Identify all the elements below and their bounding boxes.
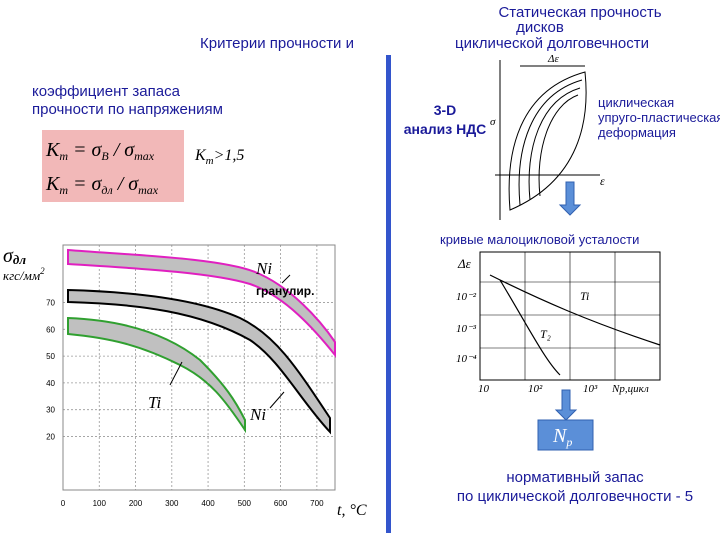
f: / σ: [109, 139, 136, 161]
plot-frame: [62, 244, 336, 491]
fatigue-title: кривые малоцикловой усталости: [440, 232, 639, 247]
y-tick-label: 20: [46, 432, 55, 441]
criteria-text: прочности по напряжениям: [32, 101, 223, 118]
fatigue-x-label: Nр,цикл: [611, 383, 649, 395]
formula: Km = σB / σmax: [45, 139, 155, 163]
stress-x-label: t, °C: [337, 502, 367, 519]
y-tick-label: 30: [46, 406, 55, 415]
ni-granular-band: [67, 248, 336, 358]
left-title: Критерии прочности и: [200, 35, 354, 52]
fatigue-grid: [480, 252, 660, 380]
f: K: [45, 173, 61, 195]
hyst-axis: Δε: [547, 53, 559, 65]
f: m: [59, 183, 68, 197]
y-tick-label: 70: [46, 299, 55, 308]
ni-band: [67, 288, 331, 435]
r: p: [565, 435, 572, 449]
fatigue-y-tick: 10⁻⁴: [456, 353, 477, 365]
formula-box: [42, 130, 184, 202]
y-tick-label: 50: [46, 352, 55, 361]
ti-band: [67, 316, 246, 434]
formula: Km = σдл / σmax: [45, 173, 159, 197]
fatigue-curve-label: T₂: [540, 327, 551, 341]
curve-label: Ni: [255, 259, 272, 278]
criteria-text: коэффициент запаса: [32, 83, 181, 100]
x-tick-label: 400: [201, 499, 215, 508]
result-box: [537, 419, 594, 451]
arrow: [558, 181, 582, 216]
f: B: [101, 149, 109, 163]
x-tick-label: 700: [310, 499, 324, 508]
leader: [269, 391, 285, 409]
analysis-label: анализ НДС: [404, 121, 487, 137]
x-tick-label: 600: [274, 499, 288, 508]
deformation-text: циклическая: [598, 95, 674, 110]
f: K: [45, 139, 61, 161]
x-tick-label: 200: [129, 499, 143, 508]
right-title: дисков: [516, 19, 564, 36]
condition: Km>1,5: [194, 147, 244, 167]
leader: [281, 274, 291, 284]
y: кгс/мм: [3, 268, 40, 283]
x-tick-label: 500: [238, 499, 252, 508]
fatigue-curves: [489, 274, 661, 376]
result-text: по циклической долговечности - 5: [457, 488, 693, 505]
arrow: [554, 389, 578, 421]
y-tick-label: 60: [46, 325, 55, 334]
right-title: Статическая прочность: [498, 4, 661, 21]
deformation-text: упруго-пластическая: [598, 110, 720, 125]
curve-label: Ti: [148, 393, 162, 412]
f: max: [138, 183, 159, 197]
hyst-axis: ε: [600, 174, 605, 188]
c: K: [194, 147, 207, 164]
f: = σ: [68, 139, 102, 161]
x-tick-label: 100: [93, 499, 107, 508]
c: >1,5: [214, 147, 245, 164]
result-text: нормативный запас: [506, 469, 644, 486]
r: N: [552, 425, 568, 447]
divider: [386, 55, 391, 533]
curve-label: Ni: [249, 405, 266, 424]
x-tick-label: 300: [165, 499, 179, 508]
f: max: [134, 149, 155, 163]
y-tick-label: 40: [46, 379, 55, 388]
stress-chart: 70 60 50 40 30 20 700 600 500 400 300 200 100 0: [46, 244, 336, 508]
c: m: [206, 155, 214, 167]
curve-label: гранулир.: [256, 284, 314, 298]
f: / σ: [113, 173, 140, 195]
result-symbol: Np: [552, 425, 572, 449]
x-tick-label: 0: [61, 499, 66, 508]
fatigue-y-label: Δε: [457, 256, 472, 271]
stress-y-label: σдл: [3, 245, 26, 267]
f: m: [59, 149, 68, 163]
y: дл: [13, 252, 26, 267]
hyst-axis: σ: [490, 116, 496, 128]
fatigue-x-tick: 10³: [583, 383, 598, 395]
fatigue-x-tick: 10²: [528, 383, 543, 395]
fatigue-y-tick: 10⁻³: [456, 323, 477, 335]
hysteresis-loops: [508, 71, 587, 211]
fatigue-y-tick: 10⁻²: [456, 291, 477, 303]
deformation-text: деформация: [598, 125, 676, 140]
leader: [169, 361, 183, 386]
fatigue-curve-label: Ti: [580, 289, 589, 303]
right-title: циклической долговечности: [455, 35, 649, 52]
fatigue-x-tick: 10: [478, 383, 490, 395]
analysis-label: 3-D: [434, 102, 457, 118]
f: = σ: [68, 173, 102, 195]
y: σ: [3, 245, 14, 267]
f: дл: [101, 183, 112, 197]
y: 2: [40, 266, 45, 276]
stress-y-unit: кгс/мм2: [3, 266, 45, 283]
